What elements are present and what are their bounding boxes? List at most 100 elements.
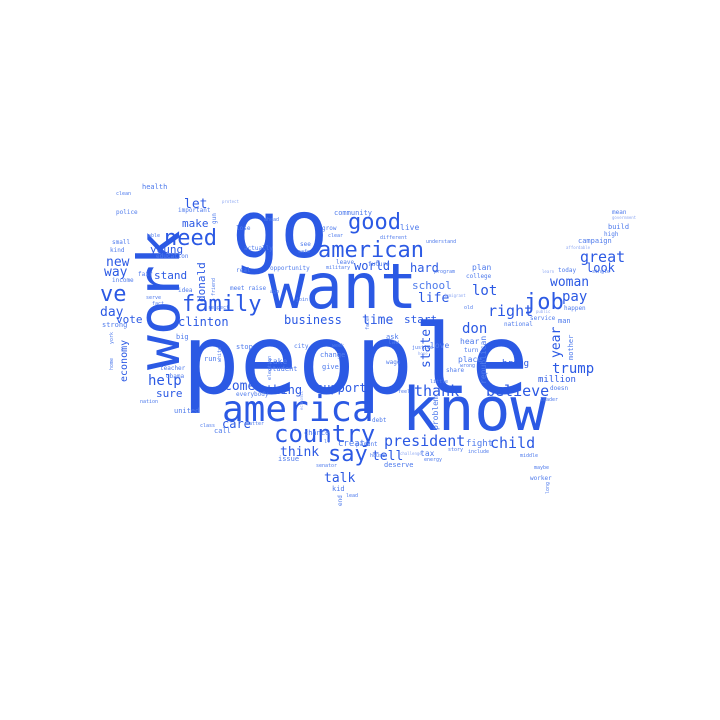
word-economy: economy — [119, 339, 130, 382]
word-parent: parent — [356, 441, 378, 448]
word-education: education — [156, 253, 189, 260]
word-grow: grow — [322, 225, 337, 232]
word-ahead: ahead — [264, 217, 280, 223]
word-clean: clean — [116, 191, 132, 197]
word-clear: clear — [328, 233, 344, 239]
word-high: high — [604, 231, 619, 238]
word-day: day — [100, 305, 124, 320]
word-clinton: clinton — [178, 315, 229, 329]
word-middle: middle — [520, 453, 539, 459]
word-hard: hard — [410, 261, 439, 275]
word-care: care — [222, 417, 251, 431]
word-service: service — [530, 315, 556, 322]
word-matter: matter — [246, 421, 265, 427]
word-campaign: campaign — [578, 237, 612, 245]
word-new: new — [106, 255, 130, 270]
word-say: say — [328, 442, 368, 467]
word-everybody: everybody — [236, 391, 269, 398]
word-american: american — [318, 238, 424, 263]
word-law: law — [388, 339, 399, 346]
word-million: million — [538, 375, 576, 385]
word-understand: understand — [426, 239, 457, 245]
word-raise: raise — [248, 285, 267, 292]
word-chance: chance — [304, 429, 330, 437]
word-worker: worker — [530, 475, 552, 482]
word-hope: hope — [418, 351, 428, 356]
word-affordable: affordable — [566, 245, 591, 250]
word-energy: energy — [424, 457, 443, 463]
word-believe: believe — [486, 382, 550, 400]
word-learn: learn — [542, 269, 555, 274]
word-today: today — [558, 267, 577, 274]
word-fight: fight — [466, 439, 494, 449]
word-ve: ve — [100, 282, 127, 307]
word-serve: serve — [146, 295, 162, 301]
word-ask: ask — [386, 333, 399, 341]
word-turn: turn — [464, 347, 479, 354]
word-tell: tell — [372, 449, 404, 464]
word-meet: meet — [230, 285, 245, 292]
word-young: young — [150, 243, 184, 256]
word-lot: lot — [472, 283, 498, 299]
word-mean: mean — [612, 209, 627, 216]
word-single: single — [592, 269, 611, 275]
word-help: help — [148, 373, 182, 389]
word-make: make — [182, 217, 209, 230]
word-income: income — [112, 277, 134, 284]
word-business: business — [284, 313, 342, 327]
word-government: government — [612, 215, 637, 220]
word-gun: gun — [211, 213, 218, 224]
word-deserve: deserve — [384, 461, 414, 469]
word-share: share — [446, 367, 465, 374]
word-obama: obama — [166, 373, 185, 380]
word-end: end — [337, 495, 344, 506]
word-time: time — [362, 313, 394, 328]
word-need: need — [164, 226, 217, 251]
word-support: support — [316, 381, 367, 395]
word-safe: safe — [298, 249, 311, 255]
word-let: let — [184, 197, 208, 212]
word-give: give — [322, 363, 339, 371]
word-lead: lead — [346, 493, 359, 499]
word-stand: stand — [154, 269, 188, 282]
word-leave: leave — [336, 259, 355, 266]
word-thank: thank — [414, 382, 460, 400]
word-home: home — [109, 357, 115, 370]
word-know: know — [402, 375, 547, 445]
word-actually: actually — [244, 245, 273, 252]
word-feel: feel — [398, 389, 411, 395]
word-go: go — [232, 183, 329, 276]
word-election: election — [267, 355, 273, 380]
word-ll: ll — [324, 439, 331, 445]
word-police: police — [116, 209, 138, 216]
word-wage: wage — [386, 359, 401, 366]
word-white: white — [217, 346, 223, 362]
word-don: don — [462, 321, 488, 337]
word-change: change — [320, 351, 346, 359]
word-future: future — [368, 261, 390, 268]
word-start: start — [404, 313, 438, 326]
word-senator: senator — [316, 463, 338, 469]
word-year: year — [549, 326, 564, 358]
word-protect: protect — [222, 199, 239, 204]
word-hear: hear — [460, 337, 480, 346]
word-challenge: challenge — [400, 451, 422, 456]
word-big: big — [176, 333, 189, 341]
word-create: create — [338, 439, 371, 449]
word-build: build — [608, 223, 630, 231]
word-country: country — [274, 420, 376, 448]
word-world: world — [354, 259, 391, 273]
word-story: story — [448, 447, 464, 453]
word-include: include — [468, 449, 490, 455]
word-kind: kind — [110, 247, 125, 254]
word-leader: leader — [540, 397, 559, 403]
word-able: able — [148, 233, 161, 239]
word-kid: kid — [332, 485, 345, 493]
word-house: house — [370, 453, 386, 459]
word-respect: respect — [208, 305, 230, 311]
word-class: class — [200, 423, 216, 429]
word-united: united — [174, 407, 200, 415]
word-donald: donald — [195, 262, 208, 302]
word-ago: ago — [270, 289, 280, 295]
